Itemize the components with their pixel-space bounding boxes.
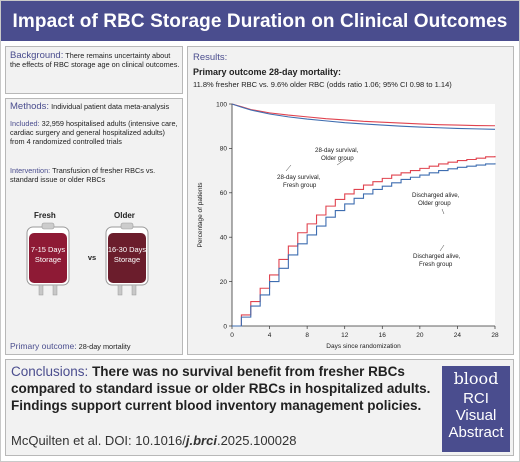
primary-outcome-text: 28-day mortality (78, 342, 131, 351)
x-tick-label: 16 (379, 332, 387, 339)
blood-rci-logo: blood RCI Visual Abstract (442, 366, 510, 452)
conclusions-text-block: Conclusions: There was no survival benef… (11, 363, 441, 414)
x-tick-label: 12 (341, 332, 349, 339)
primary-outcome-label: Primary outcome: (10, 341, 77, 351)
background-text-block: Background: There remains uncertainty ab… (10, 51, 180, 69)
citation: McQuilten et al. DOI: 10.1016/j.brci.202… (11, 433, 296, 448)
blood-bags-illustration: 7-15 Days Storage vs 16-30 Days Storage (26, 222, 149, 296)
x-tick-label: 20 (416, 332, 424, 339)
background-text: There remains uncertainty about the effe… (10, 51, 180, 69)
citation-prefix: McQuilten et al. DOI: 10.1016/ (11, 433, 186, 448)
annotation-leader (441, 208, 445, 215)
primary-outcome: Primary outcome: 28-day mortality (10, 341, 180, 352)
logo-line1: RCI (463, 390, 489, 407)
results-label: Results: (193, 52, 228, 63)
annotation-label: Discharged alive, (412, 192, 460, 199)
methods-design: Individual patient data meta-analysis (51, 102, 170, 111)
background-label: Background: (10, 50, 64, 61)
results-chart: 0 4 8 12 16 20 24 28 0 20 40 60 80 100 Days since rand… (197, 101, 499, 350)
annotation-label: Fresh group (283, 182, 317, 189)
methods-panel: Methods: Individual patient data meta-an… (5, 98, 183, 355)
vs-label: vs (88, 253, 96, 262)
x-tick-label: 0 (230, 332, 234, 339)
annotation-leader (285, 164, 292, 172)
included-label: Included: (10, 119, 40, 128)
logo-line3: Abstract (448, 424, 504, 441)
series-line-3 (232, 163, 496, 327)
conclusions-label: Conclusions: (11, 364, 89, 379)
logo-line2: Visual (455, 407, 497, 424)
intervention-label: Intervention: (10, 166, 51, 175)
older-bag-line1: 16-30 Days (108, 245, 147, 254)
conclusions-panel: Conclusions: There was no survival benef… (5, 359, 514, 456)
intervention-text: Transfusion of fresher RBCs vs. standard… (10, 166, 156, 184)
older-label: Older (114, 211, 135, 220)
annotation-label: 28-day survival, (277, 174, 321, 181)
methods-label: Methods: (10, 101, 50, 112)
methods-header: Methods: Individual patient data meta-an… (10, 101, 180, 112)
x-tick-label: 4 (268, 332, 272, 339)
y-tick-label: 40 (220, 235, 228, 242)
methods-included: Included: 32,959 hospitalised adults (in… (10, 119, 180, 146)
fresh-blood-bag-icon: 7-15 Days Storage (26, 222, 70, 296)
annotation-leader (336, 158, 347, 166)
citation-suffix: .2025.100028 (216, 433, 297, 448)
older-bag-line2: Storage (114, 255, 140, 264)
background-panel: Background: There remains uncertainty ab… (5, 46, 183, 94)
page-title: Impact of RBC Storage Duration on Clinic… (12, 11, 508, 32)
series-line-0 (231, 103, 496, 127)
fresh-bag-line2: Storage (35, 255, 61, 264)
annotation-leader (439, 244, 445, 252)
series-line-1 (231, 103, 496, 130)
annotation-label: Discharged alive, (413, 253, 461, 260)
y-tick-label: 60 (220, 190, 228, 197)
y-tick-label: 20 (220, 279, 228, 286)
x-tick-label: 24 (454, 332, 462, 339)
annotation-label: Fresh group (419, 261, 453, 268)
fresh-label: Fresh (34, 211, 56, 220)
header-bar: Impact of RBC Storage Duration on Clinic… (1, 1, 519, 41)
plot-area (232, 104, 495, 326)
included-text: 32,959 hospitalised adults (intensive ca… (10, 119, 178, 146)
annotation-label: 28-day survival, (315, 147, 359, 154)
y-tick-label: 0 (223, 323, 227, 330)
logo-brand: blood (453, 369, 499, 388)
conclusions-text: There was no survival benefit from fresh… (11, 364, 431, 413)
methods-intervention: Intervention: Transfusion of fresher RBC… (10, 166, 180, 184)
fresh-bag-line1: 7-15 Days (31, 245, 65, 254)
x-tick-label: 8 (305, 332, 309, 339)
annotation-label: Older group (418, 200, 451, 207)
older-blood-bag-icon: 16-30 Days Storage (105, 222, 149, 296)
annotation-label: Older group (321, 155, 354, 162)
results-stat: 11.8% fresher RBC vs. 9.6% older RBC (od… (193, 80, 452, 89)
results-panel: Results: Primary outcome 28-day mortalit… (187, 46, 514, 355)
y-tick-label: 80 (220, 146, 228, 153)
y-tick-label: 100 (216, 101, 227, 108)
results-subtitle: Primary outcome 28-day mortality: (193, 67, 342, 77)
citation-journal: j.brci (185, 433, 217, 448)
y-axis-label: Percentage of patients (197, 182, 204, 248)
x-axis-label: Days since randomization (326, 343, 401, 350)
x-tick-label: 28 (491, 332, 499, 339)
